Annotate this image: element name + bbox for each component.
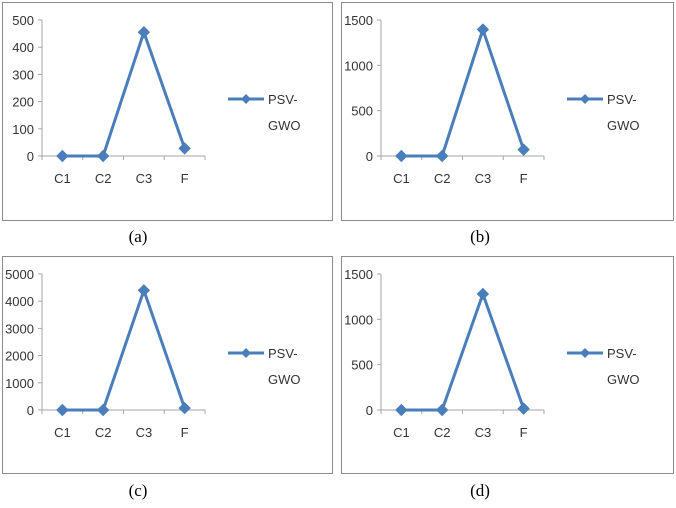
chart-c: 0 1000 2000 3000 4000 5000 C1 C2 C3 F PSV- GWO xyxy=(2,256,333,474)
legend-label: GWO xyxy=(607,372,640,387)
x-tick-label: C3 xyxy=(475,425,492,440)
y-tick-label: 1500 xyxy=(344,13,373,28)
chart-border xyxy=(2,256,333,474)
chart-d: 0 500 1000 1500 C1 C2 C3 F PSV- GWO xyxy=(341,256,674,474)
y-tick-label: 1000 xyxy=(344,312,373,327)
x-tick-label: F xyxy=(181,425,189,440)
chart-border xyxy=(341,2,674,221)
data-point xyxy=(517,143,530,156)
caption-b: (b) xyxy=(470,227,490,246)
x-tick-label: C2 xyxy=(95,171,112,186)
data-point xyxy=(476,287,490,301)
x-tick-label: C1 xyxy=(393,425,410,440)
y-tick-label: 0 xyxy=(366,149,373,164)
x-tick-label: C2 xyxy=(434,425,451,440)
data-point xyxy=(137,284,151,297)
x-tick-label: C3 xyxy=(475,171,492,186)
x-tick-label: C1 xyxy=(54,171,71,186)
series-line xyxy=(62,288,187,412)
legend-label: GWO xyxy=(268,372,301,387)
chart-a: 0 100 200 300 400 500 C1 C2 C3 F PSV- GWO xyxy=(2,2,333,221)
y-tick-label: 100 xyxy=(12,122,34,137)
legend-marker xyxy=(241,94,251,104)
y-tick-label: 1000 xyxy=(5,376,34,391)
y-tick-label: 1500 xyxy=(344,267,373,282)
data-point xyxy=(395,149,408,163)
legend-label: GWO xyxy=(268,118,301,133)
y-tick-label: 2000 xyxy=(5,349,34,364)
legend-marker xyxy=(580,94,590,104)
data-point xyxy=(178,142,191,155)
y-tick-label: 500 xyxy=(12,13,34,28)
x-tick-label: C2 xyxy=(95,425,112,440)
x-tick-label: F xyxy=(181,171,189,186)
legend-label: PSV- xyxy=(607,346,637,361)
data-point xyxy=(517,402,530,415)
y-tick-label: 200 xyxy=(12,95,34,110)
y-tick-label: 300 xyxy=(12,67,34,82)
y-tick-label: 0 xyxy=(27,403,34,418)
y-tick-label: 0 xyxy=(27,149,34,164)
y-tick-label: 500 xyxy=(351,358,373,373)
data-point xyxy=(435,149,449,163)
series-line xyxy=(62,30,187,158)
series-line xyxy=(401,292,526,412)
series-line xyxy=(401,28,526,158)
y-tick-label: 4000 xyxy=(5,294,34,309)
y-tick-label: 500 xyxy=(351,104,373,119)
data-point xyxy=(178,401,191,415)
data-point xyxy=(96,149,110,163)
legend-label: GWO xyxy=(607,118,640,133)
caption-a: (a) xyxy=(128,227,148,246)
x-tick-label: F xyxy=(520,171,528,186)
x-tick-label: C1 xyxy=(54,425,71,440)
y-tick-label: 400 xyxy=(12,40,34,55)
caption-c: (c) xyxy=(128,481,148,500)
legend-label: PSV- xyxy=(268,92,298,107)
x-tick-label: C1 xyxy=(393,171,410,186)
data-point xyxy=(56,149,69,163)
data-point xyxy=(476,23,490,36)
x-tick-label: C3 xyxy=(136,171,153,186)
data-point xyxy=(435,403,449,417)
legend-marker xyxy=(580,348,590,358)
data-point xyxy=(137,26,151,39)
data-point xyxy=(56,403,69,417)
data-point xyxy=(395,403,408,417)
chart-b: 0 500 1000 1500 C1 C2 C3 F PSV- GWO xyxy=(341,2,674,221)
legend-label: PSV- xyxy=(607,92,637,107)
legend-label: PSV- xyxy=(268,346,298,361)
x-tick-label: C3 xyxy=(136,425,153,440)
caption-d: (d) xyxy=(470,481,490,500)
x-tick-label: F xyxy=(520,425,528,440)
y-tick-label: 3000 xyxy=(5,321,34,336)
data-point xyxy=(96,403,110,417)
y-tick-label: 1000 xyxy=(344,58,373,73)
chart-border xyxy=(2,2,333,221)
legend-marker xyxy=(241,348,251,358)
y-tick-label: 5000 xyxy=(5,267,34,282)
x-tick-label: C2 xyxy=(434,171,451,186)
y-tick-label: 0 xyxy=(366,403,373,418)
